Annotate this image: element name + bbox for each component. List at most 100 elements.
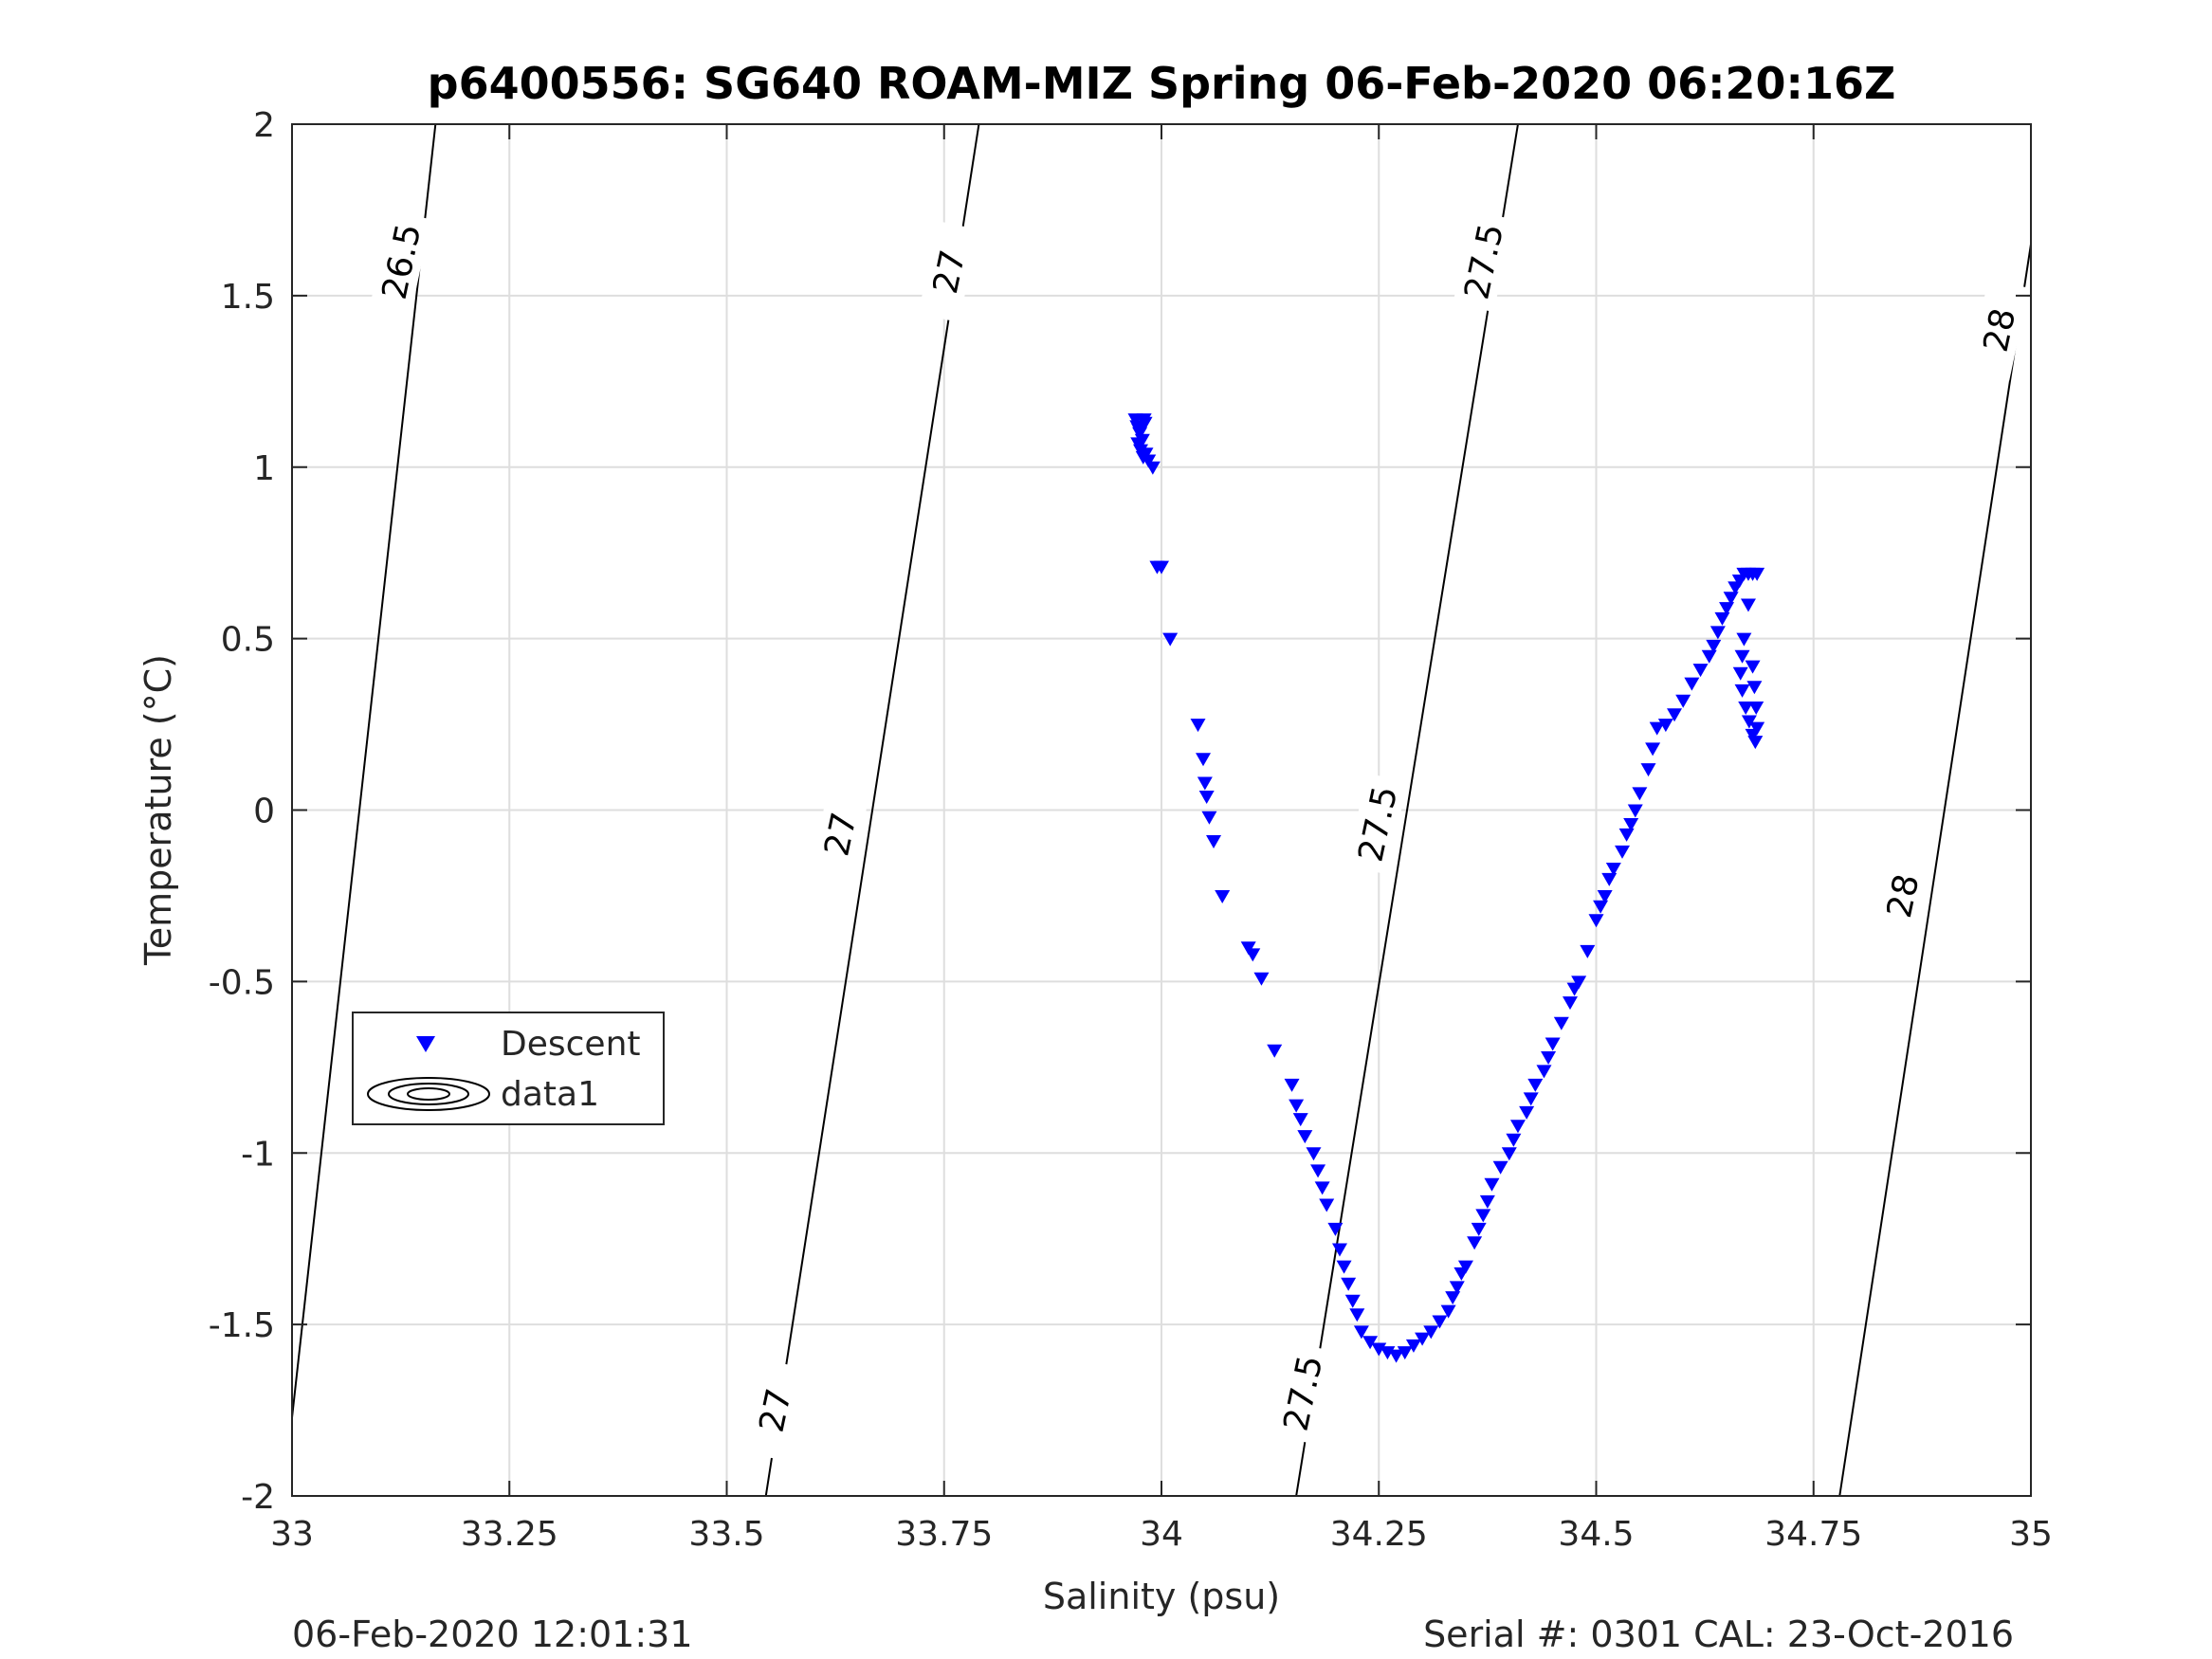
y-tick-label: 2 xyxy=(253,106,275,145)
descent-point xyxy=(1506,1133,1522,1147)
y-tick-label: -1.5 xyxy=(209,1306,275,1345)
x-tick-label: 33.5 xyxy=(688,1515,764,1554)
contour-label: 27 xyxy=(817,809,865,859)
descent-point xyxy=(1740,598,1756,612)
legend-descent-marker xyxy=(416,1036,435,1052)
x-axis-label: Salinity (psu) xyxy=(1043,1576,1280,1617)
descent-point xyxy=(1449,1281,1465,1295)
descent-point xyxy=(1519,1105,1535,1120)
descent-point xyxy=(1130,437,1146,451)
x-tick-label: 34.75 xyxy=(1764,1515,1862,1554)
contour-label: 28 xyxy=(1880,871,1928,921)
descent-point xyxy=(1649,721,1665,736)
x-tick-label: 33.25 xyxy=(461,1515,558,1554)
descent-point xyxy=(1388,1349,1404,1363)
descent-point xyxy=(1645,742,1661,757)
descent-point xyxy=(1138,447,1154,462)
descent-point xyxy=(1353,1325,1369,1340)
descent-point xyxy=(1310,1164,1326,1178)
descent-point xyxy=(1457,1260,1473,1274)
descent-point xyxy=(1336,1260,1352,1274)
descent-point xyxy=(1627,804,1643,818)
descent-point xyxy=(1736,632,1752,647)
descent-point xyxy=(1131,423,1147,437)
descent-point xyxy=(1432,1315,1448,1329)
descent-point xyxy=(1667,708,1683,722)
descent-point xyxy=(1423,1325,1439,1340)
chart-title: p6400556: SG640 ROAM-MIZ Spring 06-Feb-2… xyxy=(428,58,1896,109)
descent-point xyxy=(1601,872,1618,886)
descent-point xyxy=(1162,632,1179,647)
descent-point xyxy=(1475,1209,1491,1223)
contour-line-27 xyxy=(764,124,980,1496)
y-tick-label: 1 xyxy=(253,449,275,488)
descent-point xyxy=(1362,1336,1379,1350)
descent-point xyxy=(1749,721,1765,736)
descent-point xyxy=(1615,845,1631,859)
descent-point xyxy=(1154,560,1169,574)
descent-point xyxy=(1297,1130,1313,1144)
descent-point xyxy=(1289,1099,1305,1113)
descent-point xyxy=(1657,719,1673,733)
y-axis-label: Temperature (°C) xyxy=(137,654,179,966)
descent-points xyxy=(1127,413,1765,1363)
x-tick-label: 33 xyxy=(270,1515,314,1554)
descent-point xyxy=(1640,763,1656,777)
descent-point xyxy=(1445,1291,1461,1305)
descent-point xyxy=(1675,694,1691,708)
x-tick-label: 34 xyxy=(1140,1515,1183,1554)
descent-point xyxy=(1741,715,1757,729)
descent-point xyxy=(1215,889,1231,903)
descent-point xyxy=(1527,1078,1544,1092)
descent-point xyxy=(1509,1120,1526,1134)
descent-point xyxy=(1253,972,1270,986)
y-tick-label: -0.5 xyxy=(209,963,275,1002)
descent-point xyxy=(1719,602,1735,616)
contour-label-bg xyxy=(918,221,979,323)
descent-point xyxy=(1541,1050,1557,1065)
descent-point xyxy=(1709,626,1726,640)
contour-label: 27 xyxy=(926,246,974,297)
descent-point xyxy=(1197,776,1213,791)
descent-point xyxy=(1748,701,1764,715)
descent-point xyxy=(1732,666,1748,681)
descent-point xyxy=(1484,1177,1500,1192)
axis-ticks: 33 33.25 33.5 33.75 34 34.25 34.5 34.75 35 -2 -1.5… xyxy=(209,106,2053,1554)
descent-point xyxy=(1467,1236,1483,1250)
descent-point xyxy=(1701,649,1717,664)
descent-point xyxy=(1536,1065,1552,1079)
descent-point xyxy=(1245,948,1261,962)
contour-label-bg xyxy=(370,210,431,313)
x-tick-label: 34.25 xyxy=(1330,1515,1428,1554)
descent-point xyxy=(1706,639,1722,653)
descent-point xyxy=(1349,1308,1365,1322)
descent-point xyxy=(1141,454,1157,468)
descent-point xyxy=(1745,660,1761,674)
descent-point xyxy=(1371,1342,1387,1357)
descent-point xyxy=(1501,1147,1517,1161)
descent-point xyxy=(1734,649,1750,664)
contour-label-bg xyxy=(809,783,870,885)
footer-timestamp: 06-Feb-2020 12:01:31 xyxy=(292,1613,693,1655)
descent-point xyxy=(1492,1160,1508,1175)
contour-label-bg xyxy=(744,1359,805,1462)
descent-point xyxy=(1714,611,1730,626)
descent-point xyxy=(1749,567,1765,581)
descent-point xyxy=(1746,681,1763,695)
x-tick-label: 33.75 xyxy=(895,1515,993,1554)
descent-point xyxy=(1267,1044,1283,1058)
y-tick-label: 0 xyxy=(253,793,275,831)
y-tick-label: 1.5 xyxy=(221,278,275,317)
x-tick-label: 35 xyxy=(2009,1515,2053,1554)
descent-point xyxy=(1523,1092,1539,1106)
descent-point xyxy=(1314,1181,1330,1195)
descent-point xyxy=(1623,817,1639,831)
contour-label-bg xyxy=(1453,210,1514,313)
contour-line-28 xyxy=(1838,244,2031,1496)
descent-point xyxy=(1684,677,1700,691)
descent-point xyxy=(1344,1294,1361,1308)
y-tick-label: 0.5 xyxy=(221,621,275,660)
x-tick-label: 34.5 xyxy=(1558,1515,1634,1554)
descent-point xyxy=(1545,1037,1561,1051)
